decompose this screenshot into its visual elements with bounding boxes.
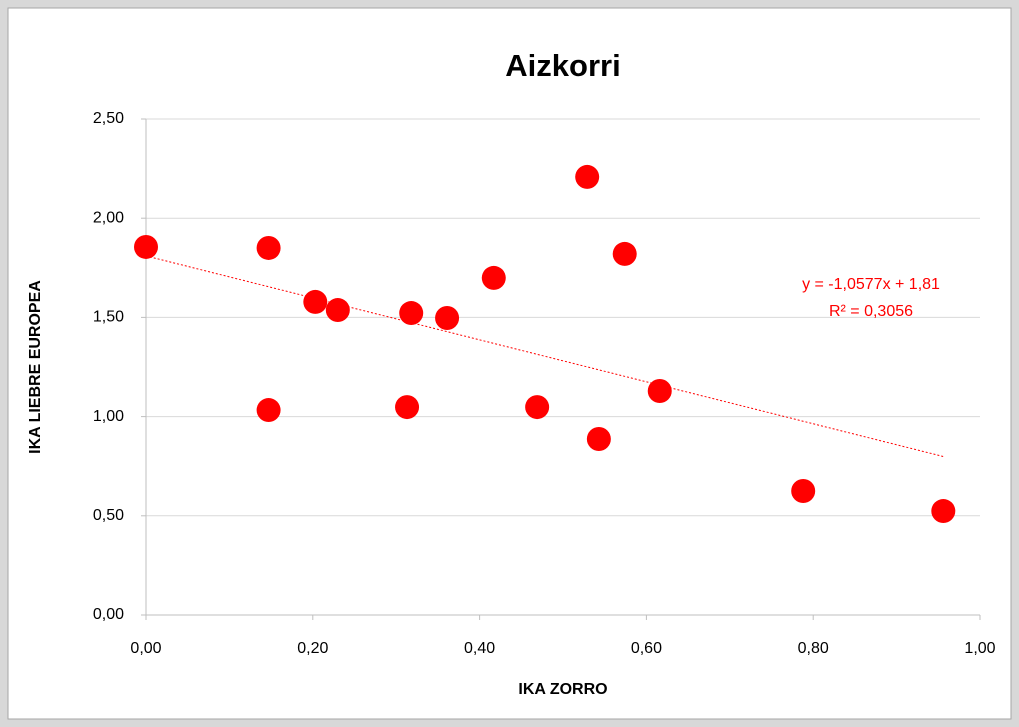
point [481,265,506,290]
point [395,395,420,420]
point [575,164,600,189]
point [586,427,611,452]
x-tick-label: 0,60 [631,640,662,657]
point [399,301,424,326]
y-tick-label: 2,00 [93,209,124,226]
point [791,479,816,503]
x-tick-label: 1,00 [964,640,995,657]
y-tick-label: 0,50 [93,507,124,524]
trendline [145,255,944,457]
point [256,235,281,260]
trendline-equation: y = -1,0577x + 1,81 [802,276,940,293]
y-tick-label: 2,50 [93,110,124,127]
point [435,305,460,330]
point [303,289,328,314]
x-tick-label: 0,20 [297,640,328,657]
x-tick-label: 0,80 [798,640,829,657]
point [647,379,672,404]
chart-title: Aizkorri [505,48,620,83]
point [525,395,550,420]
point [134,234,158,259]
point [256,398,281,423]
point [325,298,350,323]
x-tick-label: 0,40 [464,640,495,657]
point [931,499,956,524]
x-tick-label: 0,00 [130,640,161,657]
x-axis-label: IKA ZORRO [518,681,607,698]
y-tick-label: 1,00 [93,408,124,425]
y-axis-label: IKA LIEBRE EUROPEA [27,280,44,454]
trendline-r2: R² = 0,3056 [829,303,913,320]
y-tick-label: 1,50 [93,309,124,326]
y-tick-label: 0,00 [93,606,124,623]
chart-area [7,7,1012,720]
point [612,241,637,266]
